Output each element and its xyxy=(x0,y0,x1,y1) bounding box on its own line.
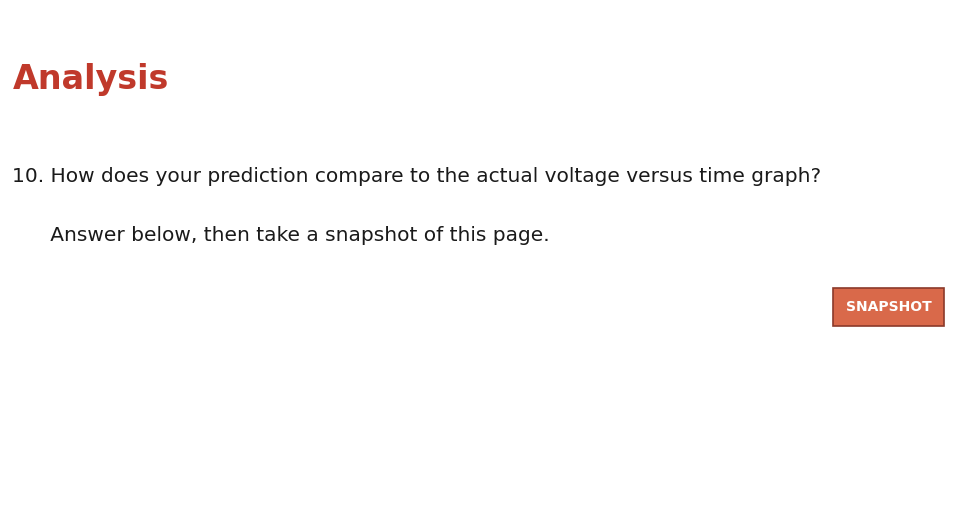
Text: 10. How does your prediction compare to the actual voltage versus time graph?: 10. How does your prediction compare to … xyxy=(12,167,822,186)
Text: Answer below, then take a snapshot of this page.: Answer below, then take a snapshot of th… xyxy=(12,226,550,245)
Text: Analysis: Analysis xyxy=(12,63,169,96)
Text: Electromagnetic Induction: Electromagnetic Induction xyxy=(12,5,258,23)
Text: SNAPSHOT: SNAPSHOT xyxy=(846,300,931,314)
FancyBboxPatch shape xyxy=(833,288,944,326)
